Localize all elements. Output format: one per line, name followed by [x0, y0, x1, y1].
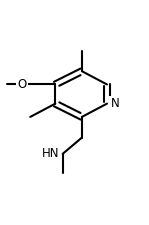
Text: HN: HN: [42, 147, 59, 160]
Text: N: N: [111, 97, 119, 110]
Text: O: O: [17, 78, 27, 91]
